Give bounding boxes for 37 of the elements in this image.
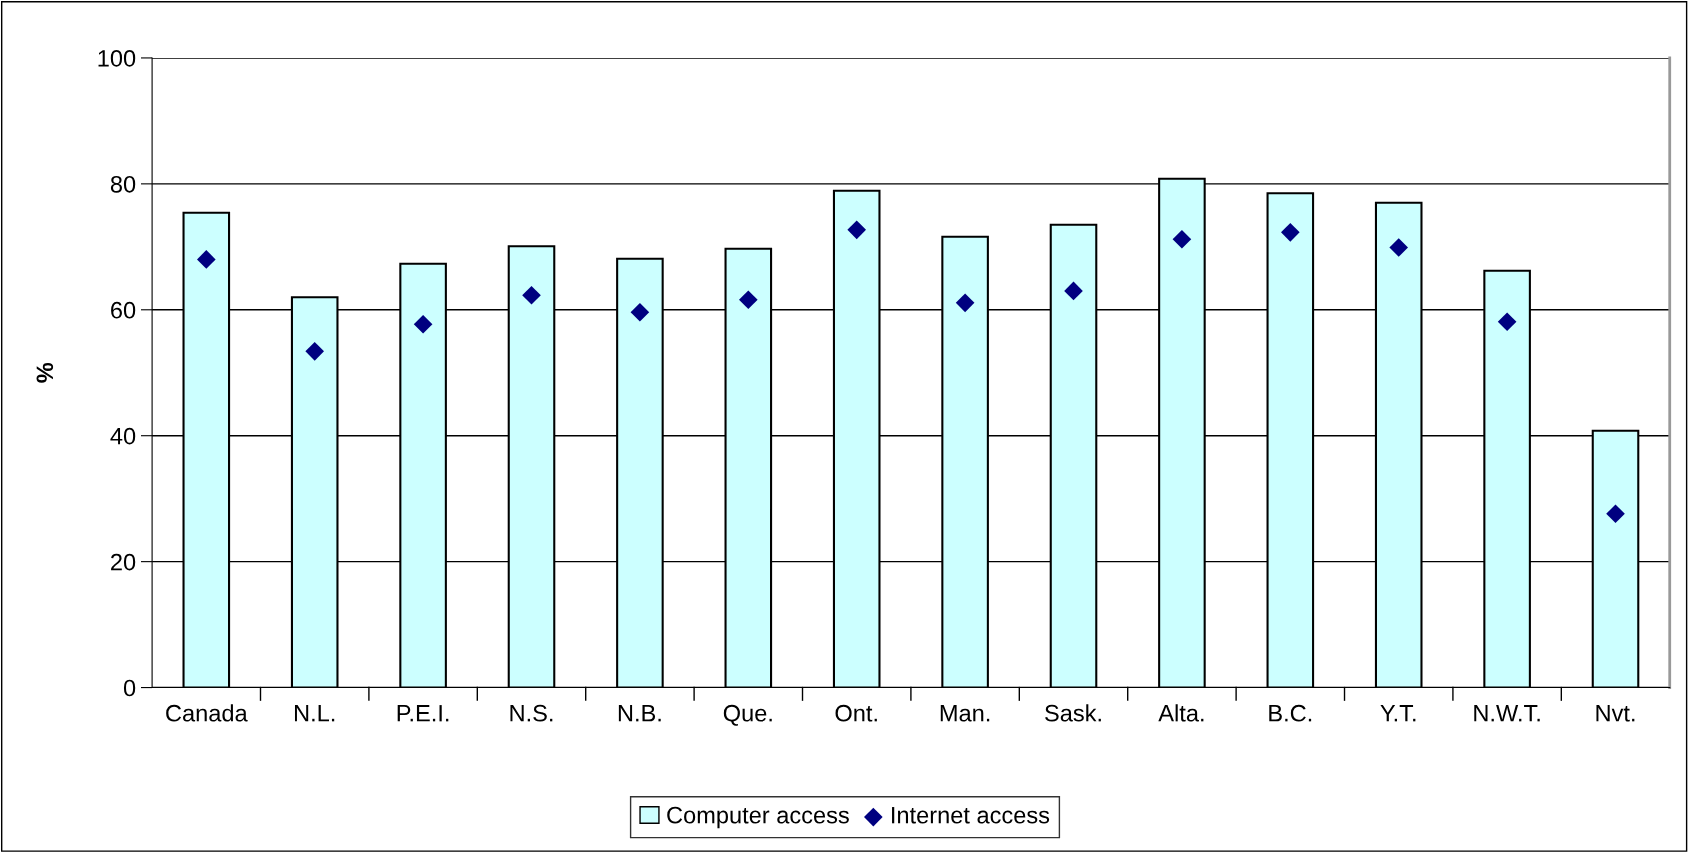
x-tick-label: Man. [940, 705, 990, 722]
y-tick-label: 60 [111, 301, 136, 319]
point [630, 302, 650, 322]
point [413, 314, 433, 334]
x-tick-label: Nvt. [1596, 705, 1635, 722]
y-axis-title: % [36, 362, 54, 383]
point [1281, 223, 1300, 242]
x-tick-label: Sask. [1045, 704, 1101, 722]
x-tick-label: Canada [166, 704, 248, 722]
legend-label: Internet access [892, 807, 1050, 824]
point [305, 342, 325, 361]
x-tick-label: N.W.T. [1474, 705, 1540, 722]
x-tick-label: Que. [723, 704, 772, 726]
point [196, 250, 216, 269]
point [1389, 238, 1409, 257]
y-tick-label: 40 [110, 427, 136, 445]
point [955, 293, 975, 313]
x-tick-label: B.C. [1269, 704, 1312, 722]
x-tick-label: Alta. [1158, 704, 1204, 722]
point [847, 220, 867, 240]
point [522, 285, 541, 305]
x-tick-label: Ont. [835, 704, 877, 722]
x-tick-label: Y.T. [1380, 705, 1416, 722]
x-tick-label: N.L. [294, 705, 335, 722]
y-tick-label: 0 [123, 679, 136, 697]
point [1172, 229, 1192, 249]
point [738, 290, 758, 310]
legend-label: Computer access [667, 806, 849, 829]
y-tick-label: 100 [98, 50, 136, 67]
point [1606, 504, 1625, 524]
y-tick-label: 20 [111, 553, 136, 571]
y-tick-label: 80 [110, 175, 136, 193]
x-tick-label: P.E.I. [397, 705, 449, 722]
x-tick-label: N.S. [510, 704, 553, 722]
point [1064, 281, 1083, 301]
point [1497, 312, 1517, 332]
x-tick-label: N.B. [618, 705, 661, 722]
